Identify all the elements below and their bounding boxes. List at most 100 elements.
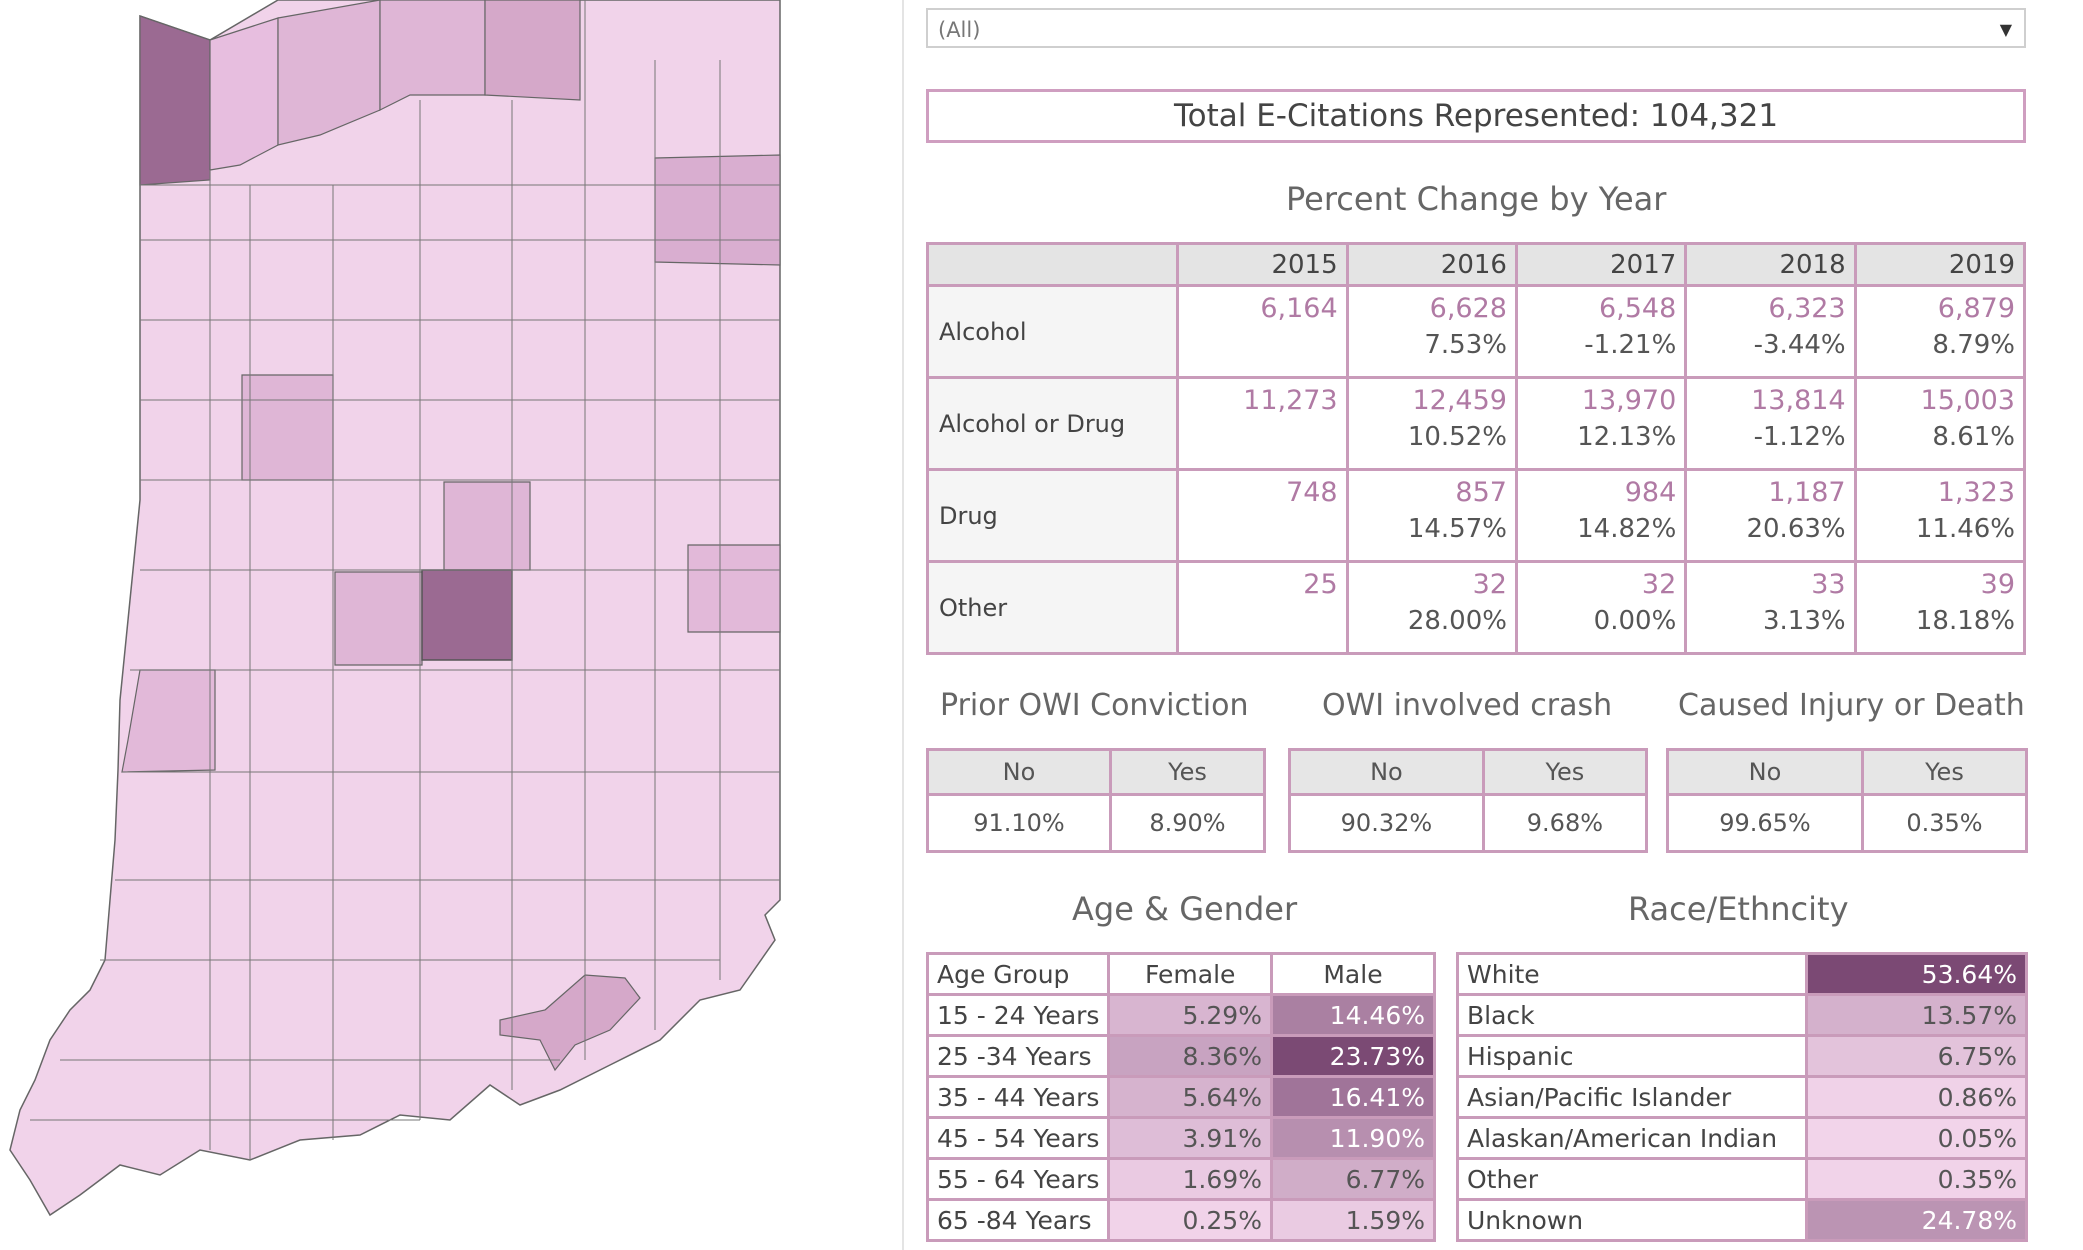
county-map[interactable] bbox=[0, 0, 900, 1250]
county-hendricks[interactable] bbox=[334, 571, 423, 666]
percent-value: 10.52% bbox=[1407, 422, 1507, 452]
count-value: 39 bbox=[1980, 569, 2015, 600]
count-value: 1,323 bbox=[1937, 477, 2015, 508]
count-value: 12,459 bbox=[1412, 385, 1507, 416]
year-cell: 12,459 10.52% bbox=[1345, 376, 1518, 471]
female-value: 5.29% bbox=[1107, 993, 1273, 1037]
race-row: Asian/Pacific Islander 0.86% bbox=[1456, 1075, 2028, 1119]
county-laporte[interactable] bbox=[277, 0, 381, 146]
year-cell: 6,548 -1.21% bbox=[1514, 284, 1688, 379]
county-marion[interactable] bbox=[421, 569, 513, 661]
percent-value: -1.21% bbox=[1584, 330, 1677, 360]
filter-value: (All) bbox=[938, 18, 981, 42]
county-stjoseph[interactable] bbox=[379, 0, 486, 111]
age-group-label: 45 - 54 Years bbox=[925, 1116, 1111, 1160]
percent-change-title: Percent Change by Year bbox=[1286, 180, 1667, 218]
year-cell: 1,187 20.63% bbox=[1684, 468, 1857, 563]
year-cell: 13,970 12.13% bbox=[1514, 376, 1688, 471]
total-ecitations: Total E-Citations Represented: 104,321 bbox=[926, 89, 2026, 143]
age-row: 65 -84 Years 0.25% 1.59% bbox=[925, 1198, 1437, 1242]
race-value: 6.75% bbox=[1805, 1034, 2028, 1078]
year-header: 2016 bbox=[1345, 242, 1518, 287]
county-wayne[interactable] bbox=[687, 544, 781, 633]
yes-header: Yes bbox=[1481, 748, 1649, 796]
year-header: 2019 bbox=[1853, 242, 2027, 287]
year-cell: 6,323 -3.44% bbox=[1684, 284, 1857, 379]
race-value: 53.64% bbox=[1805, 952, 2028, 996]
county-porter[interactable] bbox=[209, 17, 279, 171]
county-clark[interactable] bbox=[499, 974, 641, 1072]
count-value: 13,970 bbox=[1581, 385, 1677, 416]
row-label: Alcohol bbox=[925, 284, 1180, 379]
male-header: Male bbox=[1269, 952, 1437, 996]
percent-value: 14.57% bbox=[1407, 514, 1507, 544]
count-value: 1,187 bbox=[1768, 477, 1846, 508]
count-value: 6,164 bbox=[1260, 293, 1338, 324]
county-tippecanoe[interactable] bbox=[241, 374, 334, 481]
percent-value: 3.13% bbox=[1763, 606, 1846, 636]
injury-table: No Yes 99.65% 0.35% bbox=[1666, 748, 2029, 853]
race-label: Hispanic bbox=[1456, 1034, 1808, 1078]
percent-change-row: Drug 748 857 14.57% 984 14.82% 1,187 20.63% 1,32… bbox=[925, 468, 2027, 563]
count-value: 748 bbox=[1286, 477, 1338, 508]
year-header: 2017 bbox=[1514, 242, 1688, 287]
year-cell: 32 28.00% bbox=[1345, 560, 1518, 655]
count-value: 6,879 bbox=[1937, 293, 2015, 324]
yes-value: 9.68% bbox=[1481, 793, 1649, 853]
male-value: 11.90% bbox=[1269, 1116, 1437, 1160]
count-value: 32 bbox=[1472, 569, 1507, 600]
county-elkhart[interactable] bbox=[484, 0, 581, 101]
indiana-county-map-svg[interactable] bbox=[0, 0, 900, 1250]
age-group-label: 15 - 24 Years bbox=[925, 993, 1111, 1037]
percent-value: 7.53% bbox=[1424, 330, 1507, 360]
panel-divider bbox=[902, 0, 904, 1250]
percent-change-table: 2015 2016 2017 2018 2019 Alcohol 6,164 6,6… bbox=[925, 242, 2027, 655]
no-value: 91.10% bbox=[926, 793, 1112, 853]
county-lake[interactable] bbox=[139, 15, 211, 186]
male-value: 14.46% bbox=[1269, 993, 1437, 1037]
race-row: Other 0.35% bbox=[1456, 1157, 2028, 1201]
year-cell: 39 18.18% bbox=[1853, 560, 2027, 655]
count-value: 32 bbox=[1641, 569, 1677, 600]
race-value: 0.86% bbox=[1805, 1075, 2028, 1119]
county-madison[interactable] bbox=[443, 481, 531, 571]
yes-value: 0.35% bbox=[1860, 793, 2029, 853]
owi-crash-title: OWI involved crash bbox=[1322, 688, 1613, 723]
count-value: 6,323 bbox=[1768, 293, 1846, 324]
prior-owi-title: Prior OWI Conviction bbox=[940, 688, 1249, 723]
county-allen[interactable] bbox=[654, 154, 781, 266]
race-value: 13.57% bbox=[1805, 993, 2028, 1037]
year-cell: 984 14.82% bbox=[1514, 468, 1688, 563]
percent-change-row: Other 25 32 28.00% 32 0.00% 33 3.13% 39 18.18% bbox=[925, 560, 2027, 655]
percent-value: 0.00% bbox=[1593, 606, 1677, 636]
year-cell: 25 bbox=[1176, 560, 1349, 655]
percent-value: 18.18% bbox=[1915, 606, 2015, 636]
male-value: 1.59% bbox=[1269, 1198, 1437, 1242]
age-row: 45 - 54 Years 3.91% 11.90% bbox=[925, 1116, 1437, 1160]
female-header: Female bbox=[1107, 952, 1273, 996]
race-label: Alaskan/American Indian bbox=[1456, 1116, 1808, 1160]
percent-value: 11.46% bbox=[1915, 514, 2015, 544]
age-row: 15 - 24 Years 5.29% 14.46% bbox=[925, 993, 1437, 1037]
year-cell: 6,879 8.79% bbox=[1853, 284, 2027, 379]
count-value: 984 bbox=[1624, 477, 1677, 508]
county-filter-dropdown[interactable]: (All) ▼ bbox=[926, 8, 2026, 48]
percent-change-row: Alcohol or Drug 11,273 12,459 10.52% 13,970 1… bbox=[925, 376, 2027, 471]
race-row: Unknown 24.78% bbox=[1456, 1198, 2028, 1242]
count-value: 33 bbox=[1811, 569, 1846, 600]
percent-value: 12.13% bbox=[1577, 422, 1677, 452]
no-value: 90.32% bbox=[1288, 793, 1485, 853]
count-value: 25 bbox=[1303, 569, 1338, 600]
percent-change-row: Alcohol 6,164 6,628 7.53% 6,548 -1.21% 6,323 -3… bbox=[925, 284, 2027, 379]
chevron-down-icon[interactable]: ▼ bbox=[1999, 20, 2012, 39]
row-label: Alcohol or Drug bbox=[925, 376, 1180, 471]
yes-header: Yes bbox=[1860, 748, 2029, 796]
year-cell: 6,164 bbox=[1176, 284, 1349, 379]
no-header: No bbox=[1666, 748, 1864, 796]
no-header: No bbox=[1288, 748, 1485, 796]
race-label: Unknown bbox=[1456, 1198, 1808, 1242]
year-cell: 857 14.57% bbox=[1345, 468, 1518, 563]
percent-value: 8.61% bbox=[1932, 422, 2015, 452]
year-cell: 1,323 11.46% bbox=[1853, 468, 2027, 563]
age-row: 35 - 44 Years 5.64% 16.41% bbox=[925, 1075, 1437, 1119]
